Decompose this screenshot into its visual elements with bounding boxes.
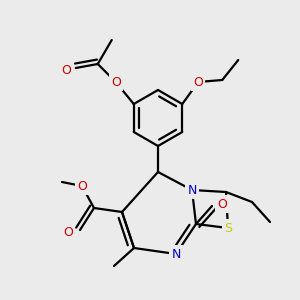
Text: N: N (187, 184, 197, 196)
Text: O: O (61, 64, 71, 76)
Text: O: O (111, 76, 121, 88)
Text: O: O (193, 76, 203, 88)
Text: O: O (63, 226, 73, 238)
Text: O: O (77, 179, 87, 193)
Text: S: S (224, 221, 232, 235)
Text: O: O (217, 197, 227, 211)
Text: N: N (171, 248, 181, 260)
